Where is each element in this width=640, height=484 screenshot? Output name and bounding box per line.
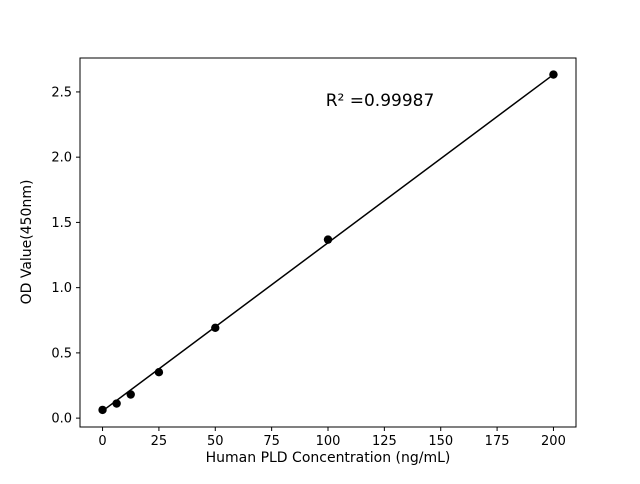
y-tick-label: 1.0 bbox=[51, 281, 72, 296]
y-tick-label: 2.5 bbox=[51, 85, 72, 100]
data-point bbox=[126, 390, 135, 399]
x-axis-label: Human PLD Concentration (ng/mL) bbox=[206, 450, 451, 466]
y-tick-label: 0.5 bbox=[51, 346, 72, 361]
x-tick-label: 175 bbox=[485, 434, 510, 449]
plot-layer: 0 25 50 75 100 125 150 175 200 0.0 0.5 1.0 1.5 2.0 2.5 bbox=[51, 57, 577, 449]
data-point bbox=[154, 367, 164, 377]
x-tick-label: 125 bbox=[372, 434, 397, 449]
y-tick-label: 0.0 bbox=[51, 412, 72, 427]
data-point bbox=[112, 399, 121, 408]
x-tick-label: 25 bbox=[151, 434, 168, 449]
x-tick-label: 200 bbox=[541, 434, 566, 449]
data-point bbox=[98, 405, 107, 415]
y-axis-label: OD Value(450nm) bbox=[19, 180, 35, 305]
x-tick-label: 75 bbox=[263, 434, 280, 449]
y-tick-label: 2.0 bbox=[51, 151, 72, 166]
x-tick-label: 100 bbox=[316, 434, 341, 449]
data-point bbox=[211, 323, 220, 333]
y-tick-label: 1.5 bbox=[51, 216, 72, 231]
x-tick-label: 50 bbox=[207, 434, 224, 449]
x-tick-label: 0 bbox=[98, 434, 106, 449]
r-squared-annotation: R² =0.99987 bbox=[326, 91, 435, 111]
data-point bbox=[323, 235, 333, 244]
x-tick-label: 150 bbox=[428, 434, 453, 449]
data-point bbox=[549, 70, 558, 79]
